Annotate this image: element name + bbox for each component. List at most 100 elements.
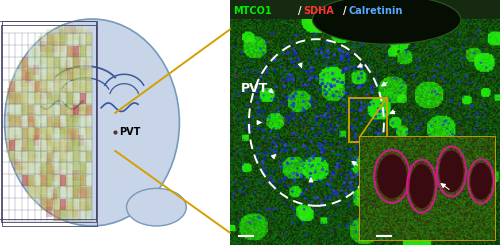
Bar: [73, 81, 79, 92]
Bar: [32, 189, 38, 200]
Bar: [73, 46, 79, 57]
Point: [248, 103, 256, 107]
Point: [413, 57, 421, 61]
Point: [471, 82, 479, 86]
Point: [326, 211, 334, 215]
Point: [400, 125, 408, 129]
Point: [252, 95, 260, 99]
Point: [286, 73, 294, 77]
Bar: [70, 72, 76, 83]
Point: [230, 117, 238, 121]
Point: [367, 85, 375, 89]
Point: [316, 123, 324, 127]
Point: [362, 149, 370, 153]
Bar: [59, 64, 65, 75]
Point: [364, 166, 372, 170]
Point: [258, 127, 266, 131]
Bar: [48, 175, 54, 186]
Bar: [70, 60, 76, 71]
Point: [348, 49, 356, 53]
Point: [256, 95, 264, 99]
Bar: [48, 199, 54, 209]
Point: [326, 142, 334, 146]
Point: [286, 144, 294, 148]
Bar: [2, 21, 96, 226]
Point: [297, 68, 305, 72]
Point: [278, 140, 285, 144]
Point: [294, 172, 302, 176]
Point: [352, 139, 360, 143]
Point: [277, 149, 285, 153]
Bar: [84, 111, 90, 122]
Point: [474, 116, 482, 120]
Bar: [54, 34, 60, 45]
Bar: [84, 24, 89, 36]
Point: [289, 94, 297, 98]
Point: [468, 172, 475, 175]
Bar: [72, 147, 78, 158]
Bar: [34, 46, 40, 57]
Point: [440, 159, 448, 163]
Point: [291, 91, 299, 95]
Point: [438, 225, 446, 229]
Bar: [41, 152, 47, 162]
Bar: [59, 76, 65, 87]
Point: [432, 226, 440, 230]
Point: [386, 163, 394, 167]
Point: [390, 76, 398, 80]
Point: [288, 137, 296, 141]
Point: [340, 50, 347, 54]
Bar: [46, 111, 52, 122]
Point: [307, 115, 315, 119]
Point: [336, 95, 344, 98]
Point: [236, 148, 244, 152]
Point: [439, 193, 447, 197]
Point: [439, 123, 447, 127]
Point: [287, 77, 295, 81]
Bar: [66, 159, 71, 170]
Point: [288, 41, 296, 45]
Point: [266, 102, 274, 106]
Bar: [78, 194, 84, 205]
Bar: [6, 107, 12, 118]
Point: [276, 164, 283, 168]
Point: [240, 83, 248, 87]
Point: [377, 150, 385, 154]
Point: [254, 126, 262, 130]
Point: [256, 182, 264, 185]
Bar: [46, 100, 52, 111]
Point: [314, 141, 322, 145]
Point: [312, 118, 320, 122]
Bar: [78, 100, 84, 111]
Point: [284, 94, 292, 98]
Bar: [40, 41, 46, 52]
Point: [460, 167, 468, 171]
Point: [374, 153, 382, 157]
Point: [284, 50, 292, 54]
Point: [316, 46, 324, 49]
Point: [336, 91, 344, 95]
Point: [300, 207, 308, 211]
Point: [455, 32, 463, 36]
Bar: [84, 147, 90, 158]
Point: [422, 110, 430, 114]
Bar: [80, 34, 86, 45]
Point: [282, 161, 290, 165]
Point: [330, 83, 338, 86]
Point: [317, 82, 325, 86]
Bar: [77, 166, 83, 177]
Point: [256, 57, 264, 61]
Bar: [73, 105, 79, 115]
Point: [333, 191, 341, 195]
Bar: [70, 201, 76, 212]
Bar: [40, 100, 46, 111]
Bar: [28, 175, 34, 186]
Point: [346, 133, 354, 137]
Bar: [64, 36, 70, 47]
Bar: [77, 48, 83, 59]
Bar: [40, 194, 46, 205]
Point: [288, 131, 296, 135]
Bar: [33, 170, 39, 181]
Point: [428, 67, 436, 71]
Point: [326, 146, 334, 150]
